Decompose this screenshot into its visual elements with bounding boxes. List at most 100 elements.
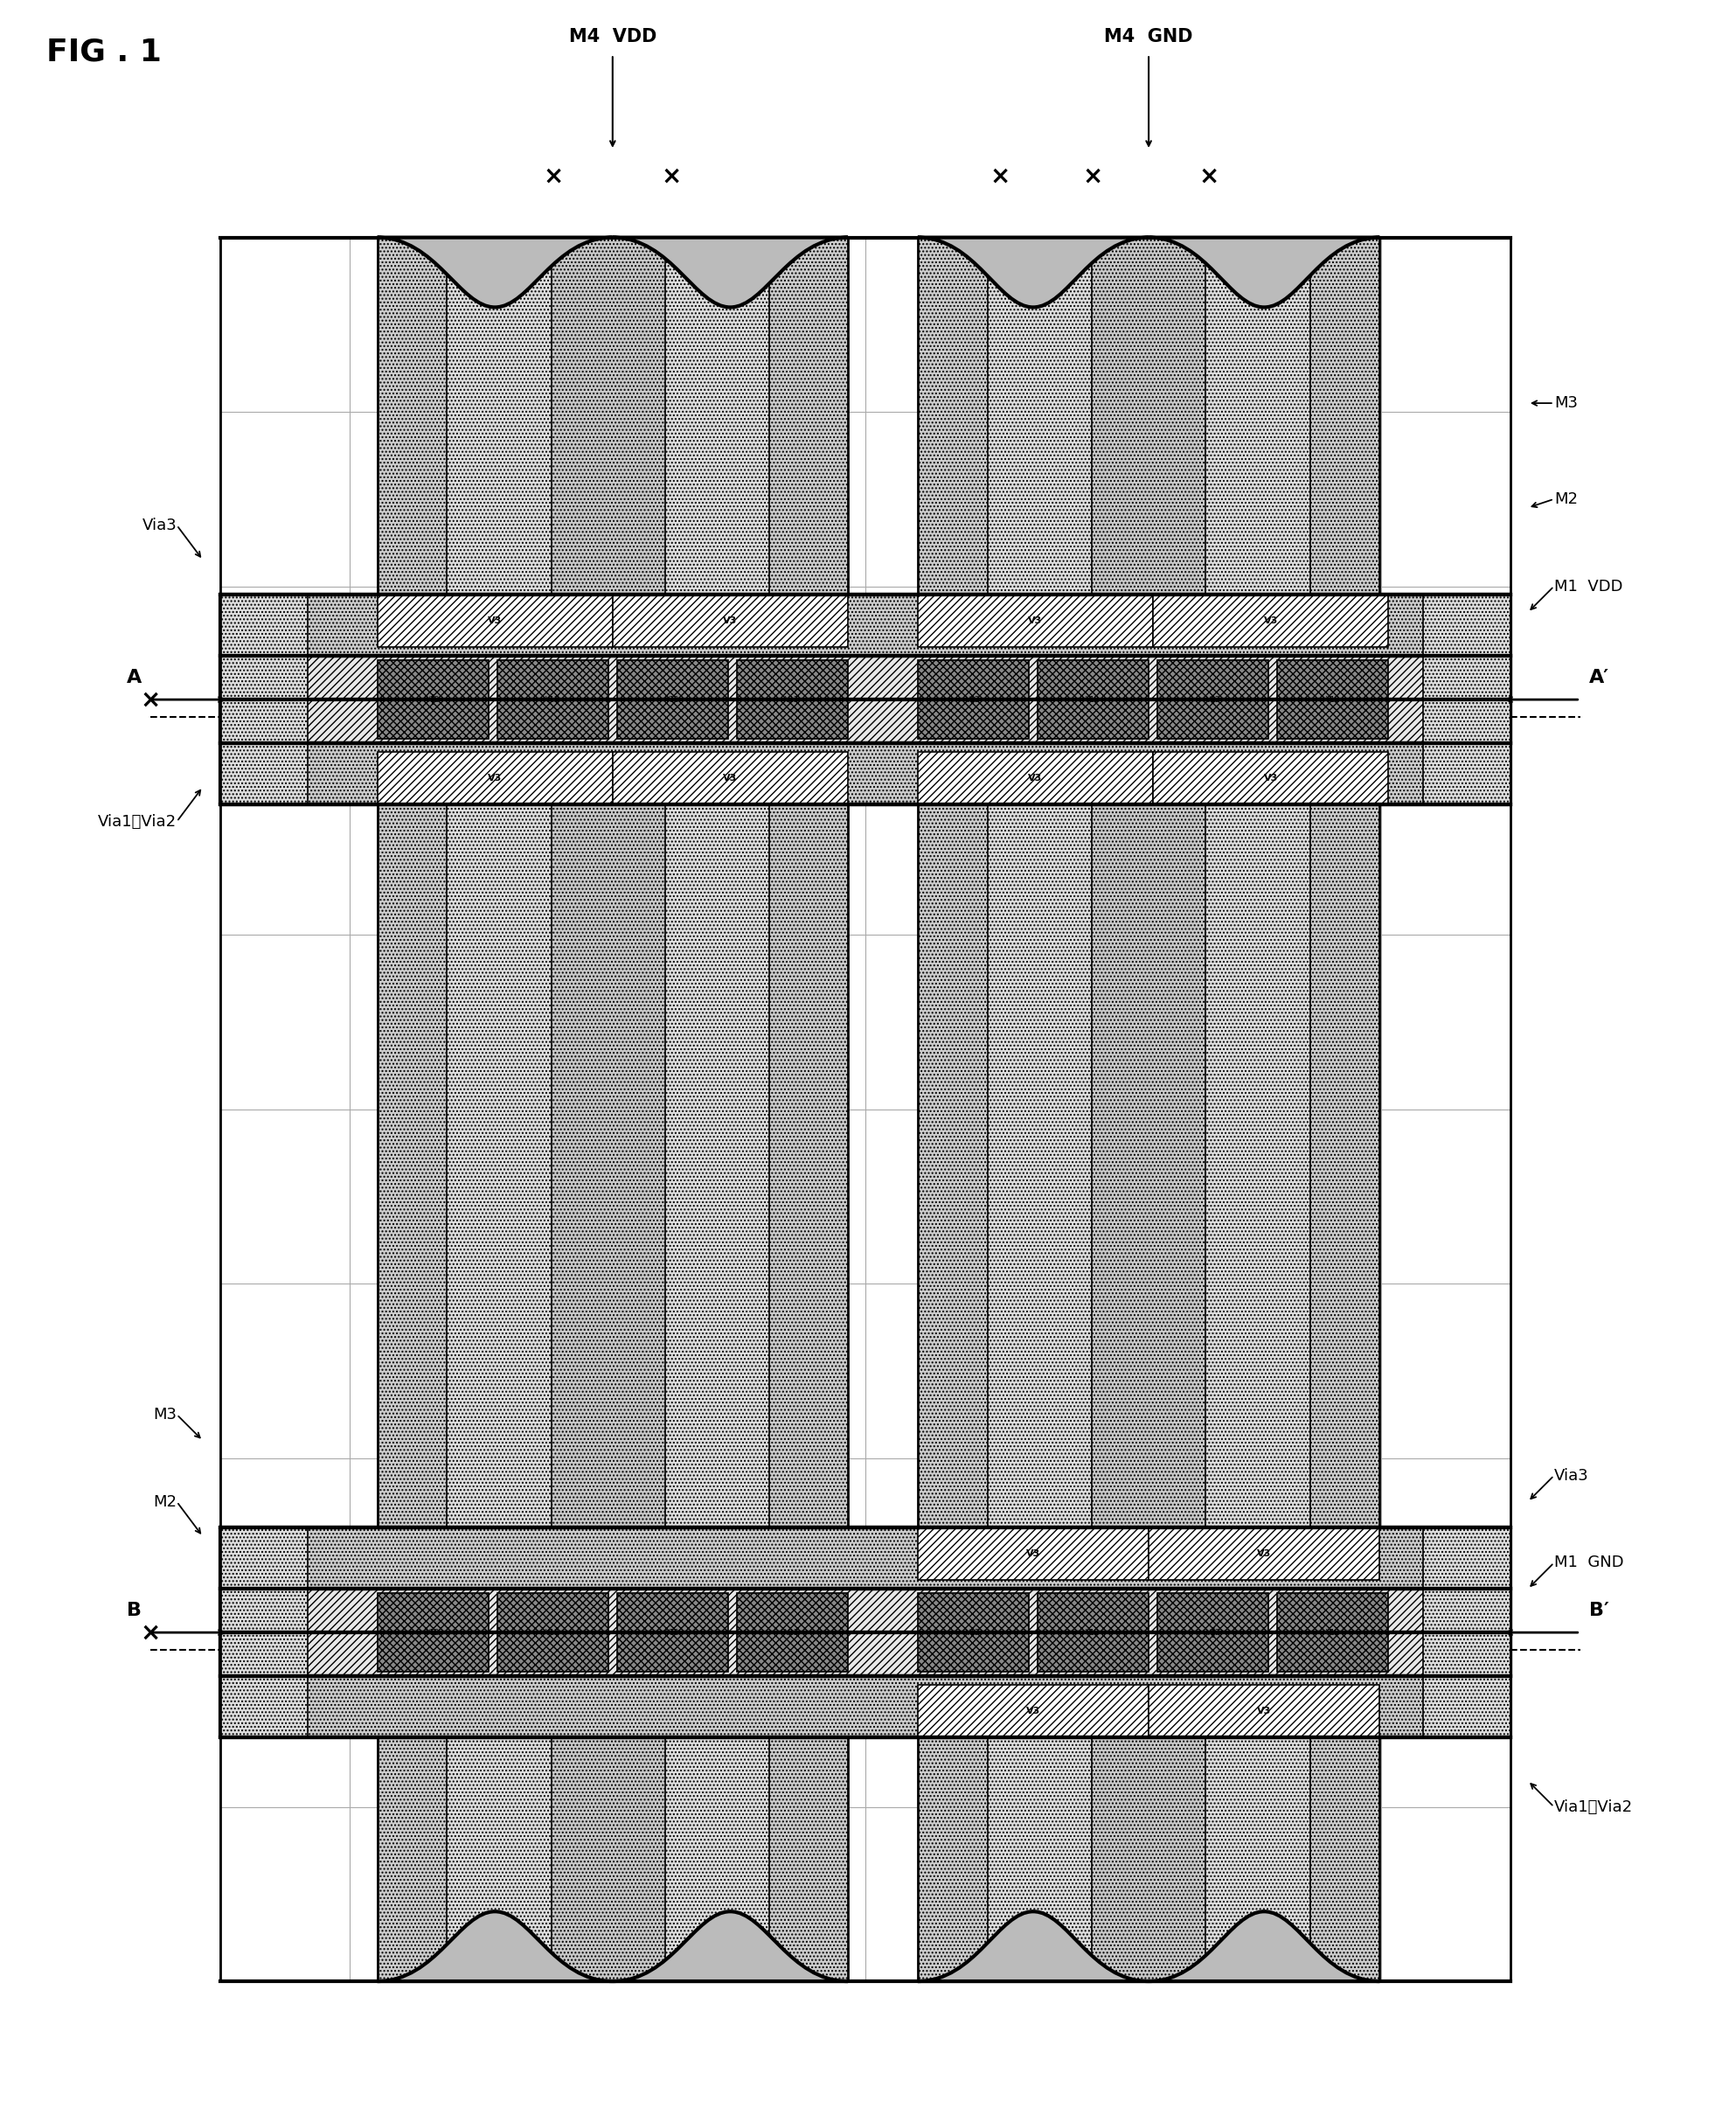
Bar [496,1593,608,1671]
Text: FIG . 1: FIG . 1 [47,36,161,68]
Bar [918,753,1153,804]
Text: V12: V12 [967,696,981,704]
Text: ×: × [990,165,1010,188]
Bar [1038,660,1149,738]
Bar [1424,1527,1510,1736]
Text: M1  GND: M1 GND [1554,1555,1623,1571]
Text: V12: V12 [1207,1629,1220,1637]
Bar [616,1593,727,1671]
Text: V12: V12 [1326,1629,1340,1637]
PathPatch shape [1149,1912,1380,1982]
Text: V12: V12 [785,1629,800,1637]
Text: M4  GND: M4 GND [1104,27,1193,47]
Bar [377,753,613,804]
Bar [552,237,665,1982]
Text: ×: × [141,687,161,713]
Bar [220,1527,307,1736]
Text: V3: V3 [1028,774,1042,783]
Bar [918,1686,1149,1736]
Text: M3: M3 [153,1406,177,1423]
Bar [220,594,307,804]
PathPatch shape [613,237,847,307]
Text: V3: V3 [1257,1550,1271,1559]
Bar [220,656,1510,742]
Text: V12: V12 [1087,696,1101,704]
Text: V12: V12 [785,696,800,704]
Bar [613,753,847,804]
Bar [220,1527,1510,1736]
Text: V12: V12 [665,696,679,704]
Text: ×: × [1083,165,1104,188]
Bar [1153,594,1389,647]
Text: V12: V12 [1087,1629,1101,1637]
Bar [918,594,1153,647]
Bar [446,237,769,1982]
Text: V12: V12 [1326,696,1340,704]
Bar [918,1527,1149,1580]
Bar [1149,1686,1380,1736]
Bar [988,237,1311,1982]
Text: M4  VDD: M4 VDD [569,27,656,47]
Text: Via1、Via2: Via1、Via2 [97,814,177,829]
Bar [918,1593,1029,1671]
Bar [918,660,1029,738]
Text: V12: V12 [967,1629,981,1637]
Text: V3: V3 [1026,1707,1040,1715]
Text: Via1、Via2: Via1、Via2 [1554,1800,1634,1815]
Bar [1278,660,1389,738]
Bar [1092,237,1205,1982]
Bar [220,594,1510,804]
Bar [736,660,847,738]
Text: V3: V3 [1257,1707,1271,1715]
PathPatch shape [918,1912,1149,1982]
PathPatch shape [918,237,1149,307]
Bar [496,660,608,738]
Text: ×: × [1198,165,1219,188]
Text: V3: V3 [1026,1550,1040,1559]
Text: V12: V12 [1207,696,1220,704]
Text: V3: V3 [724,618,738,626]
Text: +: + [425,692,439,709]
Bar [918,237,1380,1982]
Bar [377,1593,488,1671]
Text: +: + [1207,1624,1220,1641]
Text: M3: M3 [1554,396,1578,410]
Text: A′: A′ [1588,668,1609,687]
PathPatch shape [613,1912,847,1982]
Bar [1424,594,1510,804]
Bar [1149,1527,1380,1580]
Text: V12: V12 [425,1629,439,1637]
Text: M1  VDD: M1 VDD [1554,577,1623,594]
Text: V3: V3 [1264,618,1278,626]
Bar [1153,753,1389,804]
Bar [1158,660,1269,738]
Text: M2: M2 [153,1493,177,1510]
Text: V3: V3 [488,774,502,783]
Text: B′: B′ [1588,1601,1609,1620]
Text: V12: V12 [545,696,559,704]
Bar [377,237,847,1982]
Bar [220,1588,1510,1675]
PathPatch shape [377,237,613,307]
Text: Via3: Via3 [142,518,177,533]
Bar [1158,1593,1269,1671]
Text: Via3: Via3 [1554,1468,1588,1483]
Text: M2: M2 [1554,491,1578,508]
PathPatch shape [377,1912,613,1982]
PathPatch shape [1149,237,1380,307]
Text: V3: V3 [488,618,502,626]
Text: ×: × [661,165,682,188]
Bar [1278,1593,1389,1671]
Bar [377,594,613,647]
Text: ×: × [141,1620,161,1645]
Bar [613,594,847,647]
Bar [736,1593,847,1671]
Bar [616,660,727,738]
Text: V12: V12 [665,1629,679,1637]
Text: V12: V12 [425,696,439,704]
Text: A: A [127,668,142,687]
Text: V3: V3 [1264,774,1278,783]
Text: B: B [127,1601,142,1620]
Text: V12: V12 [545,1629,559,1637]
Text: ×: × [543,165,564,188]
